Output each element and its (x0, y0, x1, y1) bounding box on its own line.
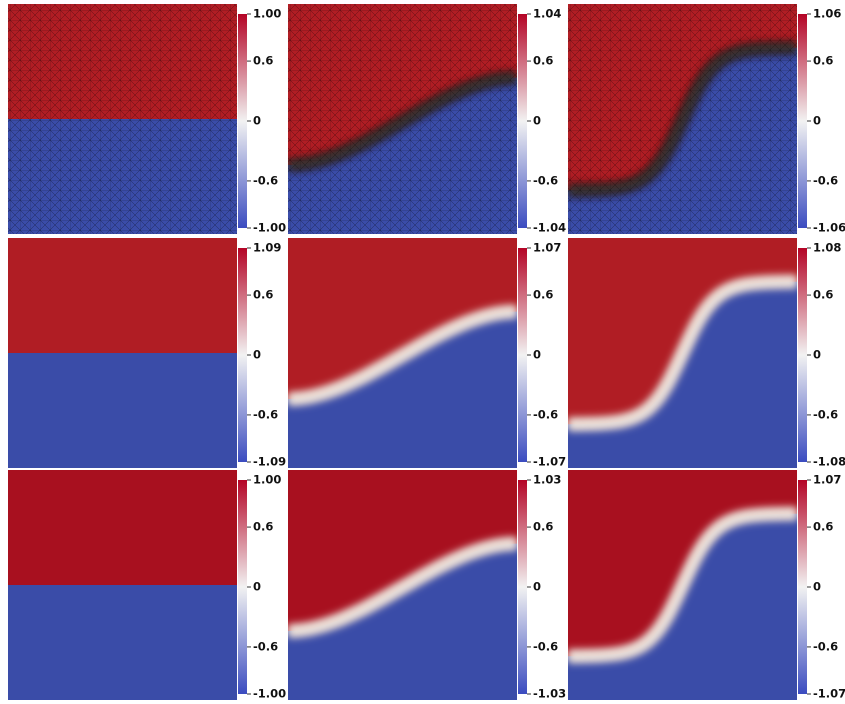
blue-phase (8, 585, 237, 700)
panel: 1.00 0.6 0 -0.6 -1.00 (8, 4, 286, 235)
colorbar-label: -0.6 (533, 639, 558, 653)
field (288, 238, 517, 468)
colorbar-label: 0 (253, 114, 261, 128)
colorbar-label: 0 (533, 114, 541, 128)
mesh (8, 4, 237, 234)
panel: 1.09 0.6 0 -0.6 -1.09 (8, 238, 286, 469)
colorbar-label: 0.6 (533, 520, 553, 534)
colorbar-label: -1.00 (253, 687, 286, 701)
colorbar (518, 248, 527, 462)
colorbar-label: 0 (533, 580, 541, 594)
colorbar-label: 0 (813, 114, 821, 128)
colorbar-label: -0.6 (813, 407, 838, 421)
colorbar-label: -1.07 (533, 455, 566, 469)
colorbar-label: -1.09 (253, 455, 286, 469)
colorbar-label: 0 (253, 348, 261, 362)
field (8, 238, 237, 468)
colorbar-label: -1.00 (253, 221, 286, 235)
colorbar-label: -0.6 (813, 173, 838, 187)
colorbar-label: 0.6 (253, 520, 273, 534)
colorbar-label: -1.03 (533, 687, 566, 701)
field (288, 470, 517, 700)
colorbar-label: 1.08 (813, 241, 841, 255)
colorbar-label: 0 (253, 580, 261, 594)
colorbar-label: 0 (813, 348, 821, 362)
colorbar-label: -0.6 (253, 639, 278, 653)
panel: 1.06 0.6 0 -0.6 -1.06 (568, 4, 845, 235)
panel: 1.07 0.6 0 -0.6 -1.07 (288, 238, 566, 469)
panel: 1.04 0.6 0 -0.6 -1.04 (288, 4, 566, 235)
colorbar-label: -0.6 (253, 173, 278, 187)
colorbar-label: 1.06 (813, 7, 841, 21)
colorbar-label: 0.6 (253, 288, 273, 302)
colorbar-label: 1.00 (253, 473, 281, 487)
colorbar-label: 0 (533, 348, 541, 362)
mesh (568, 4, 797, 234)
colorbar-label: 0.6 (813, 288, 833, 302)
colorbar (798, 480, 807, 694)
field (8, 4, 237, 234)
colorbar (518, 14, 527, 228)
colorbar-label: 0.6 (533, 288, 553, 302)
field (8, 470, 237, 700)
colorbar (798, 248, 807, 462)
colorbar-label: -0.6 (253, 407, 278, 421)
colorbar-label: -1.04 (533, 221, 566, 235)
colorbar-label: -0.6 (533, 407, 558, 421)
colorbar-label: 0.6 (533, 54, 553, 68)
panel: 1.03 0.6 0 -0.6 -1.03 (288, 470, 566, 701)
field (568, 4, 797, 234)
panel: 1.07 0.6 0 -0.6 -1.07 (568, 470, 845, 701)
field (568, 238, 797, 468)
colorbar (238, 480, 247, 694)
field (568, 470, 797, 700)
colorbar-label: 1.04 (533, 7, 561, 21)
colorbar-label: -1.06 (813, 221, 845, 235)
panel: 1.00 0.6 0 -0.6 -1.00 (8, 470, 286, 701)
colorbar-label: 0.6 (813, 520, 833, 534)
colorbar-label: -1.08 (813, 455, 845, 469)
colorbar-label: -0.6 (533, 173, 558, 187)
colorbar-label: 1.07 (813, 473, 841, 487)
colorbar-label: 1.03 (533, 473, 561, 487)
colorbar-label: 1.07 (533, 241, 561, 255)
colorbar-label: 0 (813, 580, 821, 594)
colorbar (518, 480, 527, 694)
colorbar-label: 1.00 (253, 7, 281, 21)
mesh (288, 4, 517, 234)
field (288, 4, 517, 234)
colorbar (798, 14, 807, 228)
colorbar-label: 0.6 (813, 54, 833, 68)
colorbar-label: -1.07 (813, 687, 845, 701)
colorbar-label: 0.6 (253, 54, 273, 68)
colorbar-label: -0.6 (813, 639, 838, 653)
blue-phase (8, 353, 237, 468)
colorbar (238, 14, 247, 228)
colorbar-label: 1.09 (253, 241, 281, 255)
panel: 1.08 0.6 0 -0.6 -1.08 (568, 238, 845, 469)
figure: 1.00 0.6 0 -0.6 -1.00 1.04 0.6 0 -0.6 -1.04 1.06 0.… (0, 0, 845, 704)
colorbar (238, 248, 247, 462)
